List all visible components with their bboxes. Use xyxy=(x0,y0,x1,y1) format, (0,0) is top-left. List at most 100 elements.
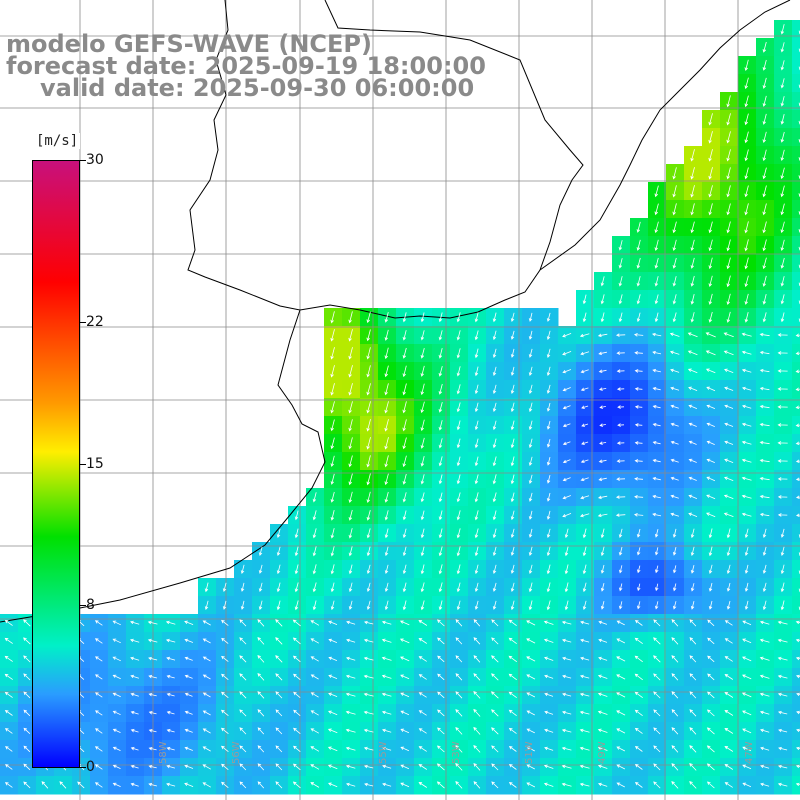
wind-arrow xyxy=(688,404,698,409)
wind-arrow xyxy=(707,655,715,663)
wind-arrow xyxy=(23,691,31,699)
wind-arrow xyxy=(456,312,461,323)
wind-arrow xyxy=(293,673,301,681)
wind-arrow xyxy=(652,350,662,355)
wind-arrow xyxy=(328,620,338,625)
wind-arrow xyxy=(760,764,770,769)
wind-arrow xyxy=(687,350,698,356)
wind-arrow xyxy=(546,475,551,484)
wind-arrow xyxy=(257,727,265,735)
wind-arrow xyxy=(759,674,770,679)
wind-arrow xyxy=(705,350,716,356)
wind-arrow xyxy=(348,509,353,521)
wind-arrow xyxy=(579,692,590,697)
wind-arrow xyxy=(598,369,607,373)
wind-arrow xyxy=(381,620,392,625)
wind-arrow xyxy=(599,441,607,445)
wind-arrow xyxy=(436,745,445,753)
wind-arrow xyxy=(546,312,551,322)
wind-arrow xyxy=(4,710,13,716)
wind-arrow xyxy=(202,782,212,788)
wind-arrow xyxy=(384,491,389,503)
wind-arrow xyxy=(381,656,392,661)
wind-arrow xyxy=(23,763,31,771)
wind-arrow xyxy=(77,781,85,789)
wind-arrow xyxy=(348,383,353,396)
wind-arrow xyxy=(744,582,749,592)
wind-arrow xyxy=(671,619,679,627)
wind-arrow xyxy=(510,384,515,395)
wind-arrow xyxy=(726,149,731,162)
wind-arrow xyxy=(384,365,389,378)
wind-arrow xyxy=(562,369,572,374)
wind-arrow xyxy=(689,745,697,753)
wind-arrow xyxy=(724,656,733,662)
wind-arrow xyxy=(5,764,13,770)
wind-arrow xyxy=(653,619,661,627)
wind-arrow xyxy=(707,673,715,681)
wind-arrow xyxy=(239,745,247,753)
wind-arrow xyxy=(600,276,605,287)
wind-arrow xyxy=(275,727,283,735)
wind-arrow xyxy=(654,312,659,323)
wind-speed-cell xyxy=(792,668,800,687)
wind-arrow xyxy=(348,582,353,593)
wind-arrow xyxy=(744,203,749,216)
wind-arrow xyxy=(582,564,587,575)
wind-arrow xyxy=(400,728,410,734)
wind-arrow xyxy=(670,404,679,409)
wind-speed-cell xyxy=(792,146,800,165)
wind-arrow xyxy=(112,782,121,787)
wind-arrow xyxy=(762,257,767,270)
wind-arrow xyxy=(202,638,211,644)
wind-arrow xyxy=(455,780,463,789)
wind-arrow xyxy=(418,728,427,734)
wind-arrow xyxy=(597,674,608,679)
wind-arrow xyxy=(330,365,335,378)
wind-arrow xyxy=(327,728,338,734)
wind-speed-cell xyxy=(792,110,800,129)
wind-arrow xyxy=(744,312,749,323)
wind-arrow xyxy=(726,185,731,198)
wind-arrow xyxy=(382,728,392,733)
wind-arrow xyxy=(474,348,479,359)
wind-arrow xyxy=(184,692,193,697)
wind-arrow xyxy=(636,528,641,538)
wind-arrow xyxy=(221,637,229,644)
wind-arrow xyxy=(653,691,661,699)
wind-arrow xyxy=(634,423,643,427)
wind-arrow xyxy=(204,582,209,593)
wind-arrow xyxy=(723,350,734,356)
wind-arrow xyxy=(473,673,481,681)
wind-arrow xyxy=(526,674,536,680)
wind-arrow xyxy=(579,764,590,769)
wind-arrow xyxy=(348,546,353,557)
wind-arrow xyxy=(366,437,371,450)
wind-arrow xyxy=(544,656,554,661)
wind-arrow xyxy=(438,528,443,539)
wind-arrow xyxy=(780,257,785,269)
wind-arrow xyxy=(687,368,698,374)
wind-arrow xyxy=(437,691,445,699)
wind-arrow xyxy=(184,620,194,625)
wind-arrow xyxy=(562,477,571,482)
wind-arrow xyxy=(617,405,625,409)
wind-arrow xyxy=(780,276,785,287)
wind-arrow xyxy=(654,203,659,216)
wind-arrow xyxy=(402,347,407,359)
wind-arrow xyxy=(257,691,265,699)
wind-arrow xyxy=(597,692,608,697)
wind-arrow xyxy=(59,781,67,789)
wind-arrow xyxy=(634,495,644,499)
wind-arrow xyxy=(526,710,535,716)
longitude-label: 47W xyxy=(744,741,755,764)
wind-arrow xyxy=(561,710,572,715)
wind-arrow xyxy=(222,582,227,593)
wind-arrow xyxy=(580,638,590,643)
wind-arrow xyxy=(202,728,211,734)
wind-arrow xyxy=(706,781,715,789)
wind-arrow xyxy=(795,513,800,517)
wind-arrow xyxy=(777,477,788,481)
wind-arrow xyxy=(688,476,697,481)
